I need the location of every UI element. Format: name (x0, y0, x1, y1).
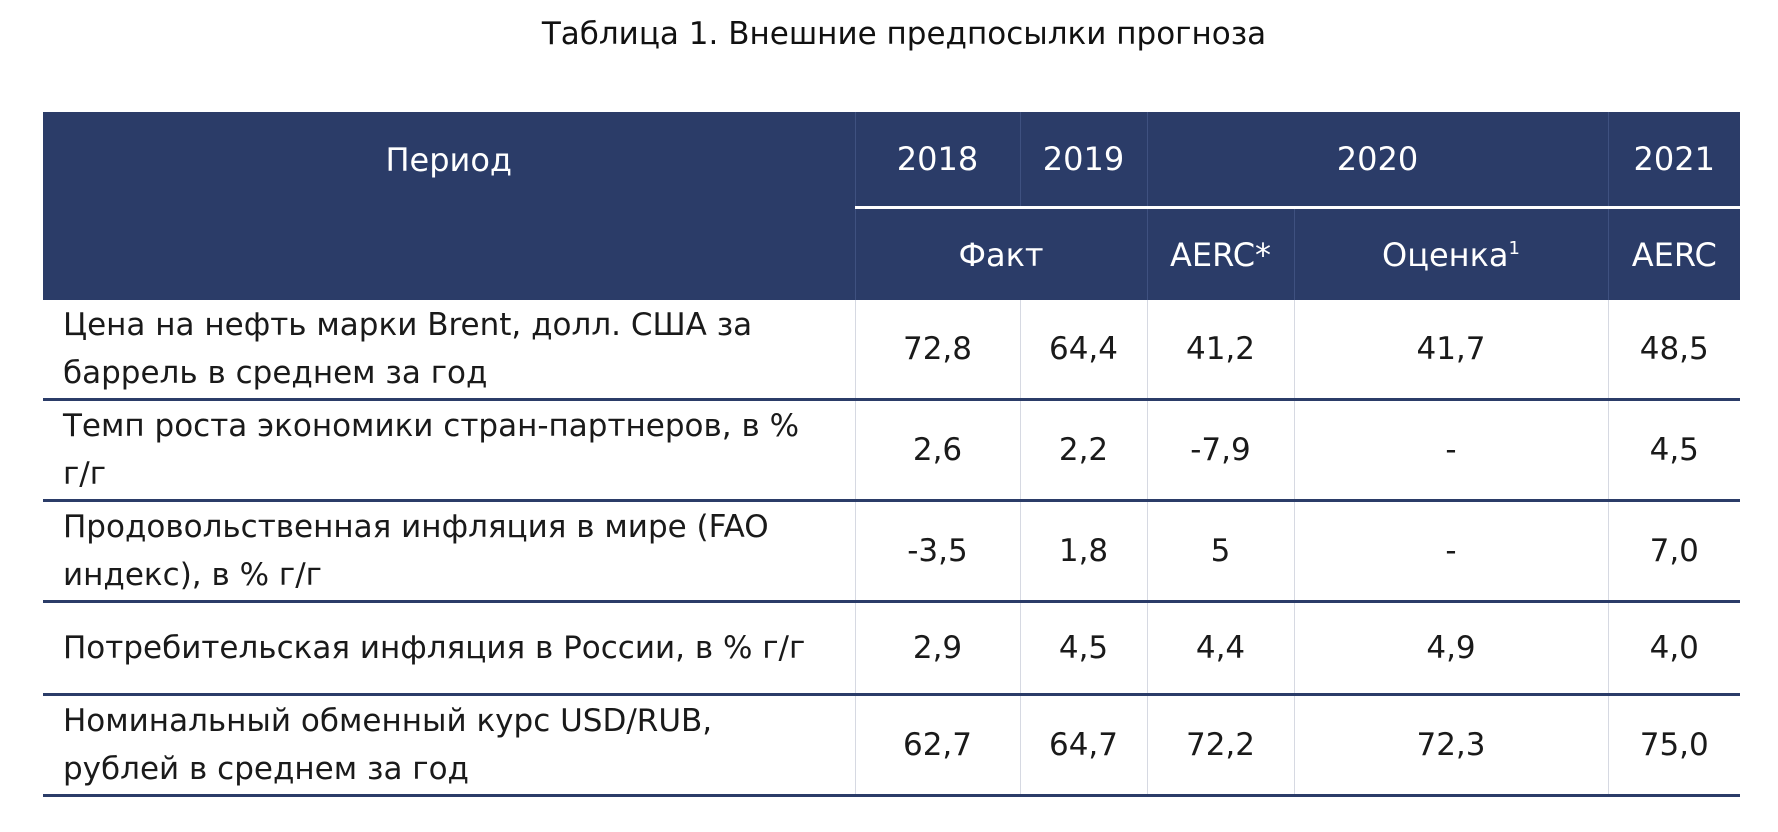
cell-2021: 75,0 (1607, 694, 1740, 797)
cell-2018: 72,8 (854, 300, 1020, 401)
cell-2021: 4,5 (1607, 399, 1740, 502)
cell-2019: 4,5 (1019, 601, 1147, 696)
header-period: Период (43, 112, 855, 208)
cell-2020-aerc: 4,4 (1146, 601, 1294, 696)
header-fact: Факт (854, 206, 1147, 300)
cell-2021: 48,5 (1607, 300, 1740, 401)
header-empty (43, 207, 855, 300)
header-year-2019: 2019 (1019, 112, 1147, 208)
table-row: Номинальный обменный курс USD/RUB, рубле… (43, 694, 1740, 797)
row-label: Цена на нефть марки Brent, долл. США за … (43, 300, 855, 401)
row-label: Продовольственная инфляция в мире (FAO и… (43, 500, 855, 603)
row-label: Темп роста экономики стран-партнеров, в … (43, 399, 855, 502)
cell-2019: 64,7 (1019, 694, 1147, 797)
header-aerc-2020: AERC* (1146, 206, 1294, 300)
cell-2021: 4,0 (1607, 601, 1740, 696)
cell-2020-aerc: -7,9 (1146, 399, 1294, 502)
header-estimate: Оценка1 (1293, 206, 1608, 300)
table-row: Продовольственная инфляция в мире (FAO и… (43, 500, 1740, 603)
cell-2020-aerc: 41,2 (1146, 300, 1294, 401)
row-label: Потребительская инфляция в России, в % г… (43, 601, 855, 696)
cell-2020-aerc: 72,2 (1146, 694, 1294, 797)
cell-2019: 1,8 (1019, 500, 1147, 603)
row-label: Номинальный обменный курс USD/RUB, рубле… (43, 694, 855, 797)
cell-2018: 2,6 (854, 399, 1020, 502)
footnote-marker: 1 (1508, 237, 1520, 259)
header-year-2018: 2018 (854, 112, 1020, 208)
cell-2020-estimate: 4,9 (1293, 601, 1608, 696)
forecast-table: Период 2018 2019 2020 2021 Факт AERC* Оц… (43, 112, 1740, 797)
header-row-types: Факт AERC* Оценка1 AERC (43, 206, 1740, 300)
cell-2018: 2,9 (854, 601, 1020, 696)
cell-2021: 7,0 (1607, 500, 1740, 603)
header-year-2020: 2020 (1146, 112, 1608, 208)
cell-2020-estimate: - (1293, 500, 1608, 603)
cell-2020-estimate: 41,7 (1293, 300, 1608, 401)
cell-2020-aerc: 5 (1146, 500, 1294, 603)
table-row: Потребительская инфляция в России, в % г… (43, 601, 1740, 696)
table-body: Цена на нефть марки Brent, долл. США за … (43, 300, 1740, 797)
cell-2020-estimate: 72,3 (1293, 694, 1608, 797)
table-header: Период 2018 2019 2020 2021 Факт AERC* Оц… (43, 112, 1740, 300)
header-aerc-2021: AERC (1607, 206, 1740, 300)
table-title: Таблица 1. Внешние предпосылки прогноза (541, 16, 1267, 52)
header-estimate-label: Оценка (1382, 235, 1509, 274)
table-row: Цена на нефть марки Brent, долл. США за … (43, 300, 1740, 401)
table-row: Темп роста экономики стран-партнеров, в … (43, 399, 1740, 502)
cell-2019: 2,2 (1019, 399, 1147, 502)
cell-2018: -3,5 (854, 500, 1020, 603)
header-row-years: Период 2018 2019 2020 2021 (43, 112, 1740, 208)
header-year-2021: 2021 (1607, 112, 1740, 208)
cell-2018: 62,7 (854, 694, 1020, 797)
cell-2020-estimate: - (1293, 399, 1608, 502)
cell-2019: 64,4 (1019, 300, 1147, 401)
